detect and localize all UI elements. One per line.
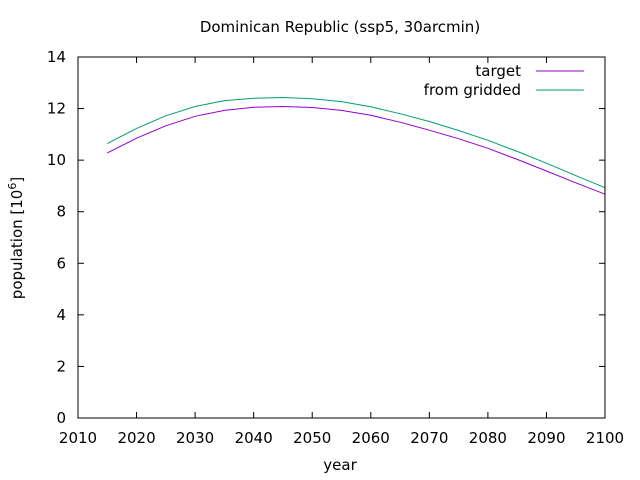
x-axis-label: year <box>323 456 357 474</box>
y-tick-label: 0 <box>56 409 66 427</box>
y-axis-label-text: population [10 <box>8 190 26 300</box>
x-tick-label: 2050 <box>293 429 331 447</box>
y-axis-label-close: ] <box>8 177 26 183</box>
y-tick-label: 2 <box>56 357 66 375</box>
y-axis-tick-labels: 0 2 4 6 8 10 12 14 <box>47 48 66 427</box>
y-tick-label: 10 <box>47 151 66 169</box>
x-axis-tick-labels: 2010 2020 2030 2040 2050 2060 2070 2080 2090 2100 <box>59 429 624 447</box>
x-tick-label: 2060 <box>352 429 390 447</box>
y-tick-label: 8 <box>56 203 66 221</box>
x-tick-label: 2070 <box>410 429 448 447</box>
y-tick-label: 6 <box>56 254 66 272</box>
x-tick-label: 2030 <box>176 429 214 447</box>
x-tick-label: 2020 <box>117 429 155 447</box>
y-tick-label: 14 <box>47 48 66 66</box>
series-lines <box>107 96 606 195</box>
x-tick-label: 2010 <box>59 429 97 447</box>
x-tick-label: 2040 <box>235 429 273 447</box>
series-line-1 <box>107 96 606 189</box>
y-tick-label: 4 <box>56 306 66 324</box>
y-tick-label: 12 <box>47 100 66 118</box>
y-axis-label-exponent: 6 <box>6 183 19 190</box>
y-axis-label: population [106] <box>6 177 26 299</box>
chart-title: Dominican Republic (ssp5, 30arcmin) <box>200 18 480 36</box>
axis-ticks <box>77 56 606 419</box>
x-tick-label: 2090 <box>527 429 565 447</box>
plot-frame <box>77 56 606 419</box>
legend-label-1: from gridded <box>424 81 521 99</box>
x-tick-label: 2100 <box>586 429 624 447</box>
legend-label-0: target <box>475 62 521 80</box>
series-line-0 <box>107 105 606 195</box>
x-tick-label: 2080 <box>469 429 507 447</box>
